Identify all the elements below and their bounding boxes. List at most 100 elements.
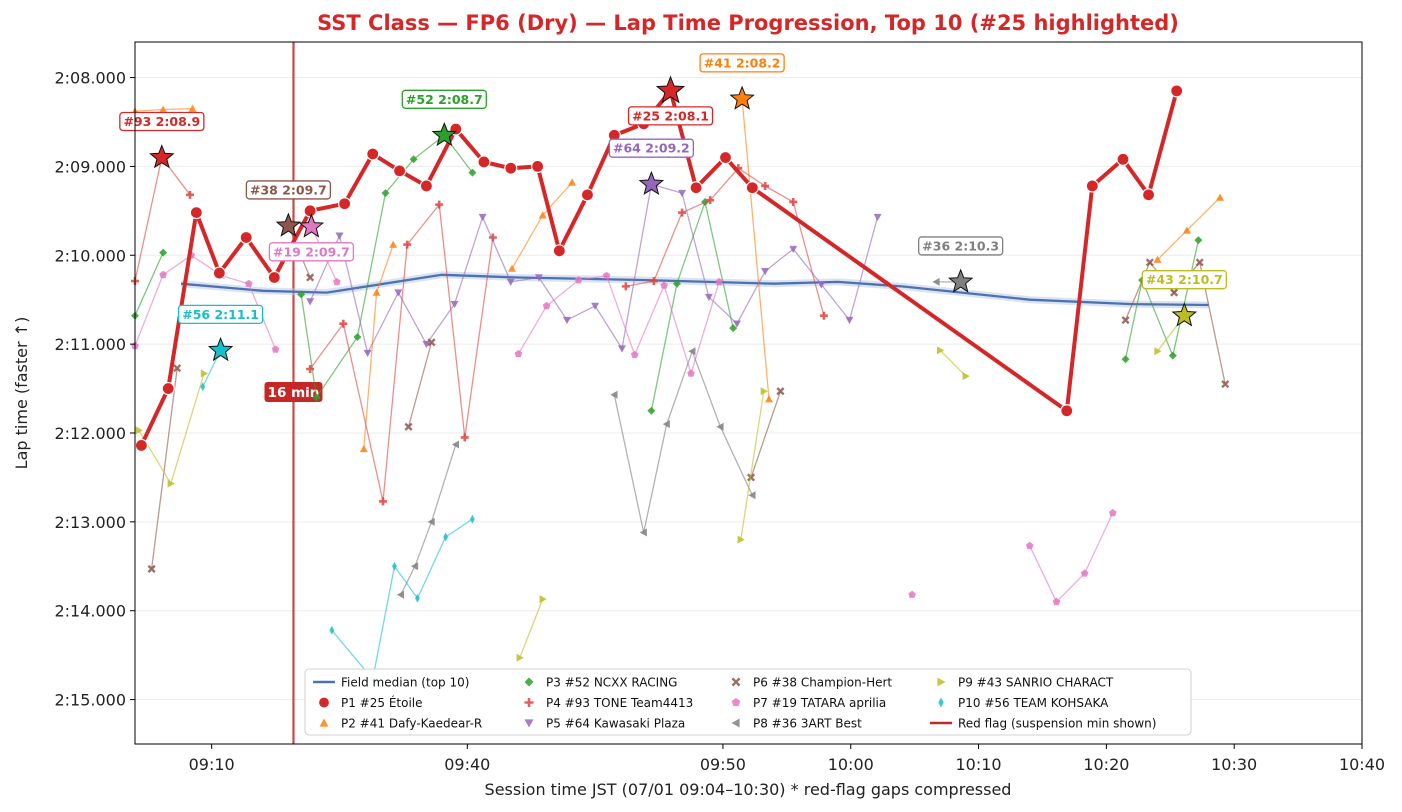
legend-label: P5 #64 Kawasaki Plaza — [546, 717, 685, 731]
data-point — [591, 302, 600, 310]
series-line — [300, 134, 473, 399]
data-point — [239, 230, 253, 245]
data-point — [908, 590, 916, 598]
data-point — [649, 277, 658, 286]
data-point — [563, 316, 572, 325]
data-point — [1170, 84, 1184, 98]
data-point — [372, 288, 381, 296]
series-layer — [131, 84, 1230, 684]
data-point — [789, 245, 798, 254]
series-8 — [135, 311, 1189, 662]
data-point — [873, 213, 882, 222]
plot-frame — [134, 41, 1363, 745]
legend-swatch — [731, 677, 741, 687]
data-point — [789, 197, 798, 206]
data-point — [1221, 380, 1230, 389]
best-lap-annotation: #52 2:08.7 — [401, 89, 487, 109]
data-point — [1195, 258, 1204, 267]
data-point — [409, 155, 418, 164]
data-point — [415, 593, 420, 603]
data-point — [662, 420, 670, 429]
legend-label: P10 #56 TEAM KOHSAKA — [958, 696, 1109, 710]
series-line — [740, 391, 765, 540]
data-point — [470, 514, 475, 524]
best-lap-star — [207, 336, 234, 362]
data-point — [392, 561, 397, 571]
annotation-layer: #93 2:08.9 #52 2:08.7 #41 2:08.2 #25 2:08.1… — [119, 53, 1227, 324]
data-point — [1154, 347, 1162, 356]
annotation-text: #36 2:10.3 — [922, 238, 999, 253]
data-point — [761, 268, 770, 276]
data-point — [134, 438, 148, 453]
y-tick-label: 2:08.000 — [54, 69, 126, 88]
best-lap-annotation: #36 2:10.3 — [918, 236, 1004, 256]
data-point — [410, 562, 419, 571]
data-point — [716, 422, 724, 431]
legend-swatch — [937, 677, 946, 687]
best-lap-star — [149, 144, 175, 169]
data-point — [427, 517, 435, 526]
data-point — [329, 625, 335, 635]
annotation-box — [627, 106, 714, 126]
x-axis-label: Session time JST (07/01 09:04–10:30) * r… — [485, 780, 1012, 799]
best-lap-star — [298, 213, 325, 238]
x-tick-label: 10:20 — [1083, 755, 1129, 774]
data-point — [660, 281, 668, 289]
y-tick-label: 2:12.000 — [54, 424, 126, 443]
legend-swatch — [524, 677, 534, 687]
data-point — [718, 150, 733, 165]
series-line — [139, 88, 1179, 447]
data-point — [621, 282, 630, 291]
data-point — [504, 161, 518, 175]
series-line — [613, 350, 753, 534]
data-point — [333, 277, 341, 286]
y-axis-label: Lap time (faster ↑) — [12, 317, 31, 470]
annotation-text: #52 2:08.7 — [406, 92, 483, 107]
data-point — [704, 293, 713, 302]
best-lap-annotation: #25 2:08.1 — [627, 106, 714, 126]
legend-item: P6 #38 Champion-Hert — [731, 676, 892, 690]
legend-label: P3 #52 NCXX RACING — [546, 676, 677, 690]
data-point — [435, 200, 444, 209]
series-line — [331, 518, 473, 680]
data-point — [468, 168, 477, 177]
annotation-box — [608, 138, 695, 158]
data-point — [306, 365, 315, 374]
series-2 — [131, 131, 1203, 415]
data-point — [776, 387, 785, 396]
data-point — [760, 387, 768, 396]
legend-item: P9 #43 SANRIO CHARACT — [937, 676, 1114, 690]
data-point — [306, 273, 315, 282]
data-point — [1194, 236, 1203, 245]
data-point — [200, 382, 206, 392]
legend-swatch — [524, 719, 534, 728]
series-line — [1157, 197, 1221, 261]
series-line — [134, 252, 164, 316]
legend-label: P7 #19 TATARA aprilia — [753, 696, 886, 710]
data-point — [1052, 597, 1061, 606]
series-line — [150, 368, 178, 569]
series-3 — [131, 153, 828, 506]
data-point — [552, 244, 566, 258]
data-point — [602, 271, 611, 279]
annotation-box — [268, 242, 355, 262]
data-point — [159, 105, 168, 113]
data-point — [359, 444, 368, 453]
data-point — [335, 232, 344, 240]
data-point — [580, 188, 595, 202]
data-point — [706, 196, 715, 205]
x-tick-label: 10:10 — [956, 755, 1002, 774]
data-point — [394, 289, 403, 297]
y-tick-label: 2:11.000 — [54, 335, 126, 354]
red-flag-label: 16 min — [268, 385, 320, 401]
legend-item: P10 #56 TEAM KOHSAKA — [938, 696, 1109, 710]
data-point — [1168, 351, 1177, 360]
data-point — [819, 311, 828, 320]
data-point — [1182, 226, 1191, 234]
annotation-text: #56 2:11.1 — [182, 307, 259, 322]
data-point — [678, 189, 687, 198]
y-tick-label: 2:10.000 — [54, 246, 126, 265]
best-lap-annotation: #38 2:09.7 — [245, 180, 332, 200]
x-tick-label: 10:00 — [828, 755, 874, 774]
data-point — [478, 213, 487, 222]
